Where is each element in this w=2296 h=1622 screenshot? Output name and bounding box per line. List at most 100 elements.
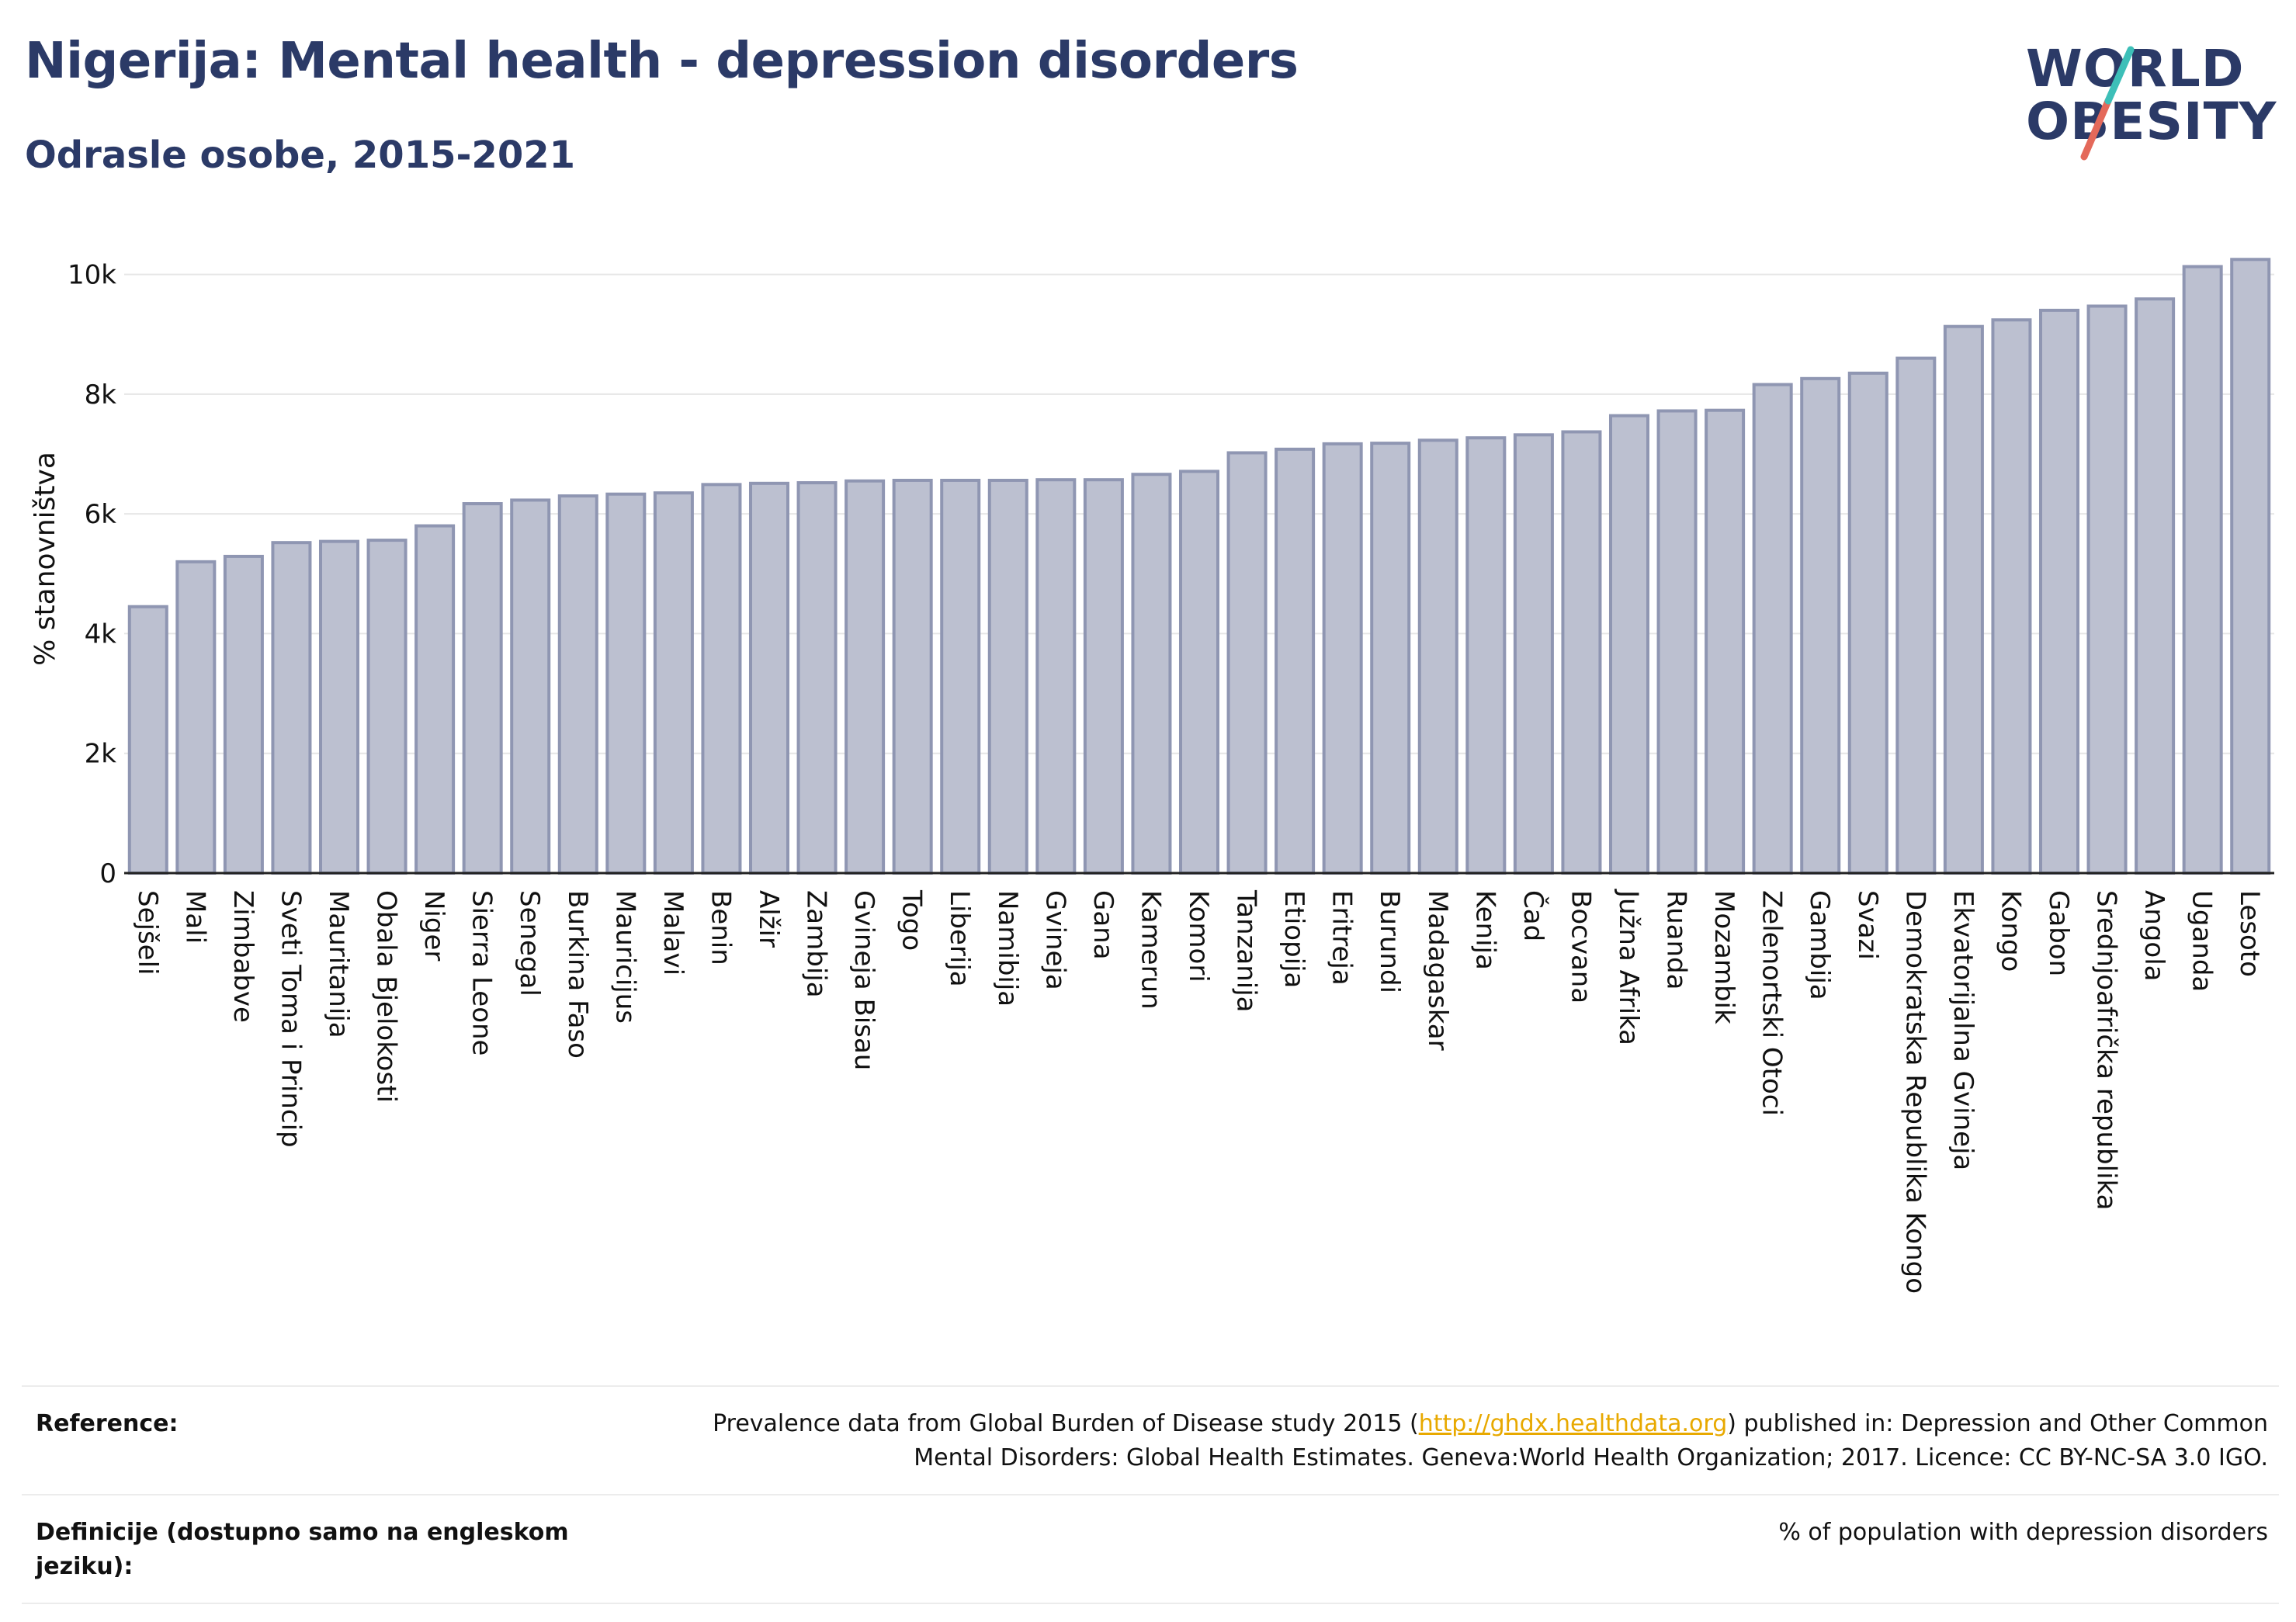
bar — [1895, 356, 1937, 875]
x-tick-label: Burkina Faso — [562, 890, 593, 1059]
bar — [2230, 258, 2271, 875]
bar — [1513, 433, 1554, 875]
x-tick-label: Burundi — [1374, 890, 1405, 993]
bar — [1943, 324, 1984, 875]
x-tick-label: Zambija — [801, 890, 832, 998]
x-tick-label: Srednjoafrička republika — [2091, 890, 2122, 1210]
x-tick-label: Kamerun — [1135, 890, 1166, 1010]
x-tick-label: Tanzanija — [1231, 889, 1262, 1012]
x-tick-label: Kongo — [1995, 890, 2026, 972]
x-tick-label: Zimbabve — [227, 890, 258, 1023]
bar — [892, 478, 933, 875]
logo-slash-icon — [2080, 46, 2135, 161]
x-tick-label: Mozambik — [1708, 890, 1739, 1024]
bar — [318, 539, 360, 875]
bar — [1656, 409, 1698, 875]
bar — [1608, 414, 1650, 875]
definition-key: Definicije (dostupno samo na engleskom j… — [36, 1519, 569, 1580]
bar — [1752, 383, 1793, 875]
x-tick-label: Sveti Toma i Princip — [275, 890, 306, 1148]
reference-key: Reference: — [36, 1410, 179, 1437]
x-tick-label: Mauricijus — [609, 890, 640, 1024]
x-tick-label: Mauritanija — [323, 890, 354, 1038]
x-tick-label: Malavi — [657, 890, 688, 976]
bar — [510, 498, 551, 875]
x-tick-label: Gambija — [1804, 890, 1835, 1000]
reference-row: Reference: Prevalence data from Global B… — [22, 1387, 2279, 1495]
chart-subtitle: Odrasle osobe, 2015-2021 — [25, 133, 576, 177]
bar — [1083, 478, 1124, 875]
reference-value: Prevalence data from Global Burden of Di… — [638, 1407, 2268, 1475]
definition-row: Definicije (dostupno samo na engleskom j… — [22, 1495, 2279, 1604]
reference-text-after: ) published in: Depression and Other Com… — [914, 1410, 2268, 1471]
x-tick-label: Namibija — [992, 890, 1023, 1007]
x-tick-label: Gvineja Bisau — [848, 890, 879, 1070]
x-tick-label: Kenija — [1469, 890, 1500, 970]
y-tick-label: 0 — [99, 858, 116, 889]
x-tick-label: Komori — [1183, 890, 1214, 983]
bar — [366, 539, 408, 875]
bar — [2182, 265, 2223, 875]
x-tick-label: Gvineja — [1039, 890, 1070, 990]
bar — [1465, 436, 1507, 875]
bar — [987, 478, 1028, 875]
bar — [414, 524, 456, 875]
x-tick-label: Južna Afrika — [1613, 889, 1644, 1045]
x-tick-label: Etiopija — [1278, 890, 1309, 988]
logo-text-obesity: OBESITY — [2026, 92, 2277, 151]
bar-chart: 0 2k 4k 6k 8k 10k % stanovništva Sejšeli Mali Zim… — [29, 258, 2274, 1294]
reference-link[interactable]: http://ghdx.healthdata.org — [1418, 1410, 1728, 1437]
bar — [2135, 297, 2176, 875]
x-tick-label: Uganda — [2187, 890, 2218, 992]
bar — [1035, 478, 1077, 875]
bar — [462, 502, 503, 875]
bar — [1322, 442, 1363, 875]
x-tick-label: Gana — [1087, 890, 1119, 960]
bar — [748, 481, 790, 875]
x-tick-label: Čad — [1517, 890, 1549, 941]
logo-text-world: WORLD — [2026, 39, 2245, 99]
bar — [845, 479, 886, 875]
x-tick-label: Togo — [897, 889, 928, 951]
x-tick-label: Bocvana — [1565, 890, 1596, 1003]
x-tick-label: Zelenortski Otoci — [1757, 890, 1788, 1116]
bar — [701, 483, 742, 875]
x-tick-label: Sejšeli — [132, 890, 163, 975]
y-tick-label: 2k — [85, 739, 117, 770]
bar — [127, 605, 168, 875]
x-tick-label: Niger — [418, 890, 449, 961]
bar — [1561, 430, 1602, 875]
bar — [223, 554, 264, 875]
y-tick-label: 6k — [85, 499, 117, 530]
x-tick-label: Sierra Leone — [466, 890, 498, 1055]
y-tick-label: 8k — [85, 380, 117, 411]
bar — [2086, 304, 2128, 875]
x-tick-label: Eritreja — [1327, 890, 1358, 986]
reference-table: Reference: Prevalence data from Global B… — [22, 1385, 2279, 1604]
bar — [1800, 376, 1841, 875]
x-tick-label: Obala Bjelokosti — [371, 890, 402, 1103]
x-tick-label: Svazi — [1852, 890, 1883, 960]
bar — [1705, 408, 1746, 875]
x-tick-label: Alžir — [753, 890, 784, 948]
x-tick-label: Gabon — [2043, 890, 2074, 976]
x-tick-label: Mali — [179, 890, 210, 944]
bar — [1417, 438, 1458, 875]
bar — [1991, 318, 2032, 875]
x-tick-label: Ruanda — [1661, 890, 1692, 989]
reference-text-before: Prevalence data from Global Burden of Di… — [713, 1410, 1419, 1437]
x-tick-label: Lesoto — [2234, 890, 2265, 977]
bar — [1370, 442, 1411, 875]
bar — [557, 494, 598, 875]
x-tick-label: Ekvatorijalna Gvineja — [1947, 890, 1979, 1170]
x-tick-label: Senegal — [514, 890, 545, 996]
chart-title: Nigerija: Mental health - depression dis… — [25, 33, 1299, 90]
world-obesity-logo[interactable]: WORLD OBESITY — [2026, 23, 2282, 171]
bar — [1847, 371, 1888, 875]
x-tick-label: Angola — [2138, 890, 2169, 981]
y-tick-label: 4k — [85, 619, 117, 650]
bar — [1131, 473, 1172, 875]
x-tick-label: Madagaskar — [1422, 890, 1453, 1051]
bar — [2038, 308, 2080, 875]
definition-value: % of population with depression disorder… — [1778, 1519, 2268, 1546]
